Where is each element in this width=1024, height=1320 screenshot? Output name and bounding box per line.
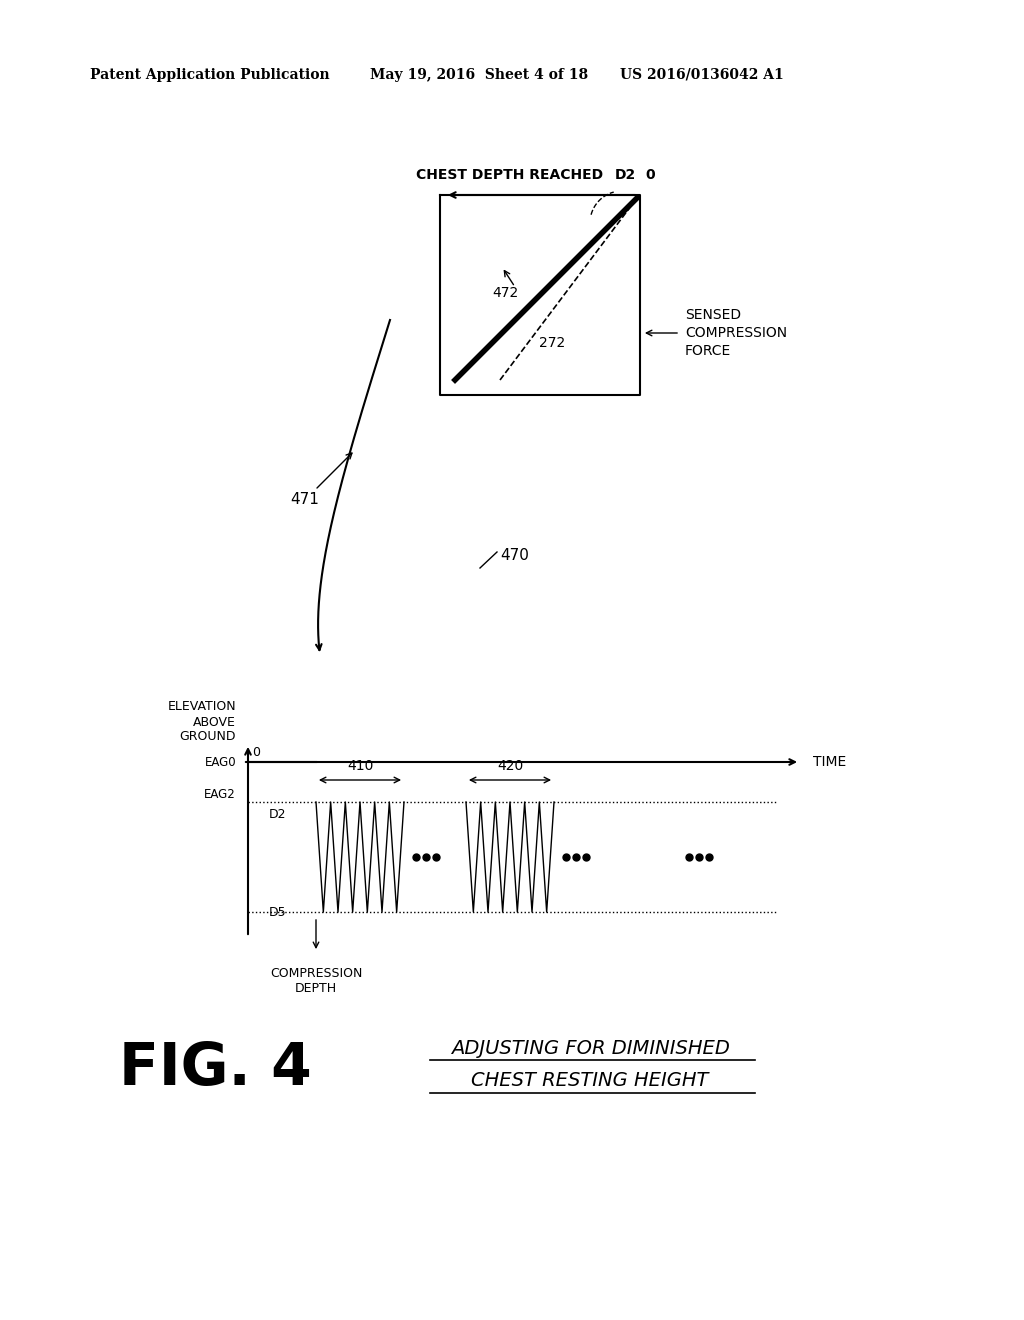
Text: COMPRESSION: COMPRESSION [269,968,362,979]
Text: EAG2: EAG2 [204,788,236,800]
Text: 272: 272 [539,337,565,350]
Text: D2: D2 [614,168,636,182]
Text: EAG0: EAG0 [205,755,236,768]
Text: 410: 410 [347,759,373,774]
Text: 420: 420 [497,759,523,774]
Text: Patent Application Publication: Patent Application Publication [90,69,330,82]
Text: 0: 0 [252,746,260,759]
Text: GROUND: GROUND [179,730,236,743]
Text: May 19, 2016  Sheet 4 of 18: May 19, 2016 Sheet 4 of 18 [370,69,588,82]
Text: D2: D2 [269,808,287,821]
Text: 470: 470 [500,548,528,562]
Text: 471: 471 [291,492,319,507]
Text: US 2016/0136042 A1: US 2016/0136042 A1 [620,69,783,82]
Text: 472: 472 [492,286,518,300]
Text: 0: 0 [645,168,654,182]
Text: FIG. 4: FIG. 4 [119,1040,311,1097]
Text: COMPRESSION: COMPRESSION [685,326,787,341]
Text: ABOVE: ABOVE [194,715,236,729]
Text: CHEST DEPTH REACHED: CHEST DEPTH REACHED [417,168,603,182]
Text: D5: D5 [269,906,287,919]
Text: DEPTH: DEPTH [295,982,337,995]
Text: FORCE: FORCE [685,345,731,358]
Text: ELEVATION: ELEVATION [167,701,236,714]
Text: TIME: TIME [813,755,846,770]
Text: SENSED: SENSED [685,308,741,322]
Text: ADJUSTING FOR DIMINISHED: ADJUSTING FOR DIMINISHED [451,1039,729,1057]
Text: CHEST RESTING HEIGHT: CHEST RESTING HEIGHT [471,1071,709,1089]
